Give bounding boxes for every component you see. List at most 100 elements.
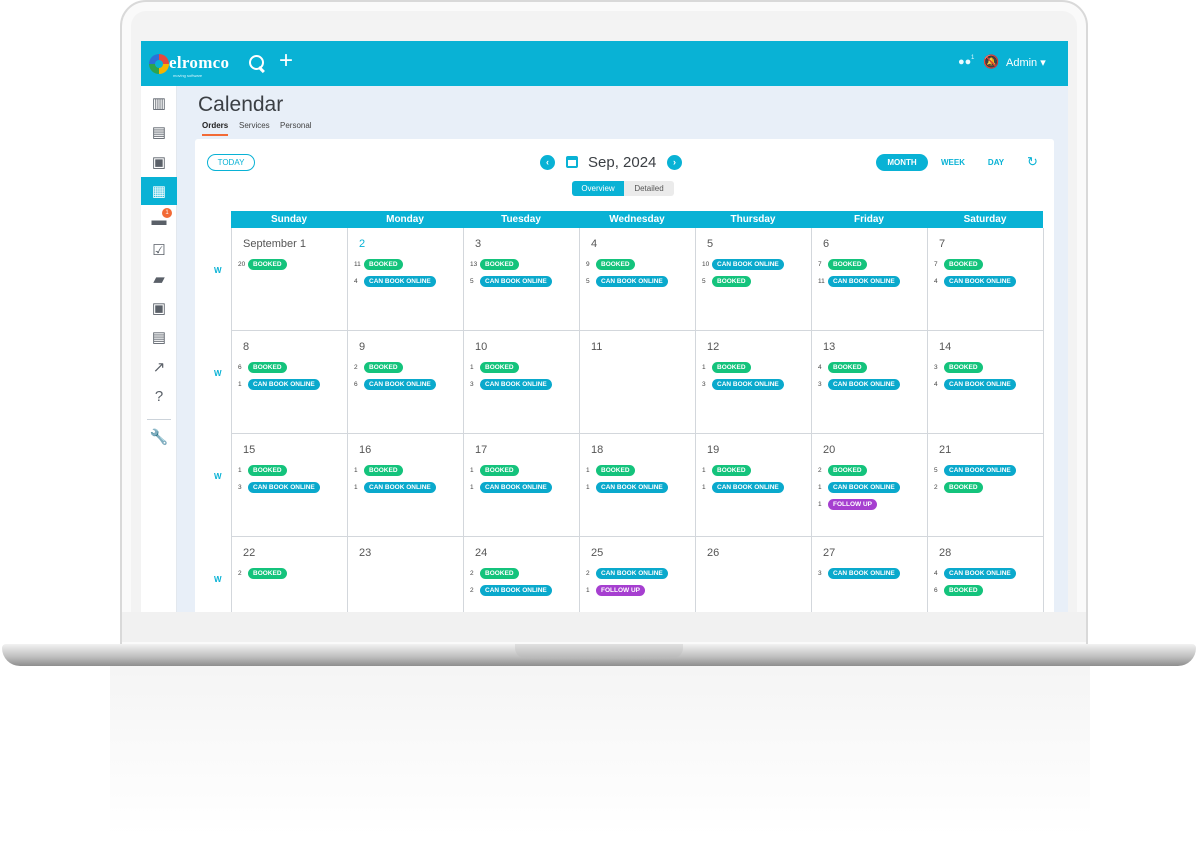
week-view-button[interactable]: WEEK [941,158,965,167]
sidebar-item-wrench[interactable]: 🔧 [141,423,177,451]
day-cell[interactable]: 12 1 BOOKED 3 CAN BOOK ONLINE [696,331,812,434]
can-book-online-badge[interactable]: CAN BOOK ONLINE [480,379,552,390]
day-cell[interactable]: 11 [580,331,696,434]
day-cell[interactable]: 28 4 CAN BOOK ONLINE 6 BOOKED [928,537,1044,612]
bell-off-icon[interactable]: 🔕 [983,54,1000,69]
week-view-link[interactable]: W [214,472,222,481]
search-icon[interactable] [247,53,267,73]
event-row[interactable]: 1 CAN BOOK ONLINE [354,482,436,493]
day-cell[interactable]: 13 4 BOOKED 3 CAN BOOK ONLINE [812,331,928,434]
booked-badge[interactable]: BOOKED [944,362,983,373]
event-row[interactable]: 7 BOOKED [818,259,867,270]
event-row[interactable]: 2 BOOKED [238,568,287,579]
admin-menu[interactable]: Admin ▾ [1006,57,1046,69]
booked-badge[interactable]: BOOKED [828,465,867,476]
event-row[interactable]: 13 BOOKED [470,259,519,270]
can-book-online-badge[interactable]: CAN BOOK ONLINE [944,568,1016,579]
event-row[interactable]: 6 BOOKED [934,585,983,596]
event-row[interactable]: 7 BOOKED [934,259,983,270]
booked-badge[interactable]: BOOKED [480,362,519,373]
calendar-picker-icon[interactable] [566,156,578,168]
booked-badge[interactable]: BOOKED [480,259,519,270]
prev-month-button[interactable]: ‹ [540,155,555,170]
can-book-online-badge[interactable]: CAN BOOK ONLINE [712,259,784,270]
event-row[interactable]: 1 FOLLOW UP [818,499,877,510]
day-cell[interactable]: 3 13 BOOKED 5 CAN BOOK ONLINE [464,228,580,331]
can-book-online-badge[interactable]: CAN BOOK ONLINE [712,482,784,493]
sidebar-item-contacts-folder[interactable]: ▣ [141,148,177,176]
week-view-link[interactable]: W [214,575,222,584]
event-row[interactable]: 11 BOOKED [354,259,403,270]
today-button[interactable]: TODAY [207,154,255,171]
can-book-online-badge[interactable]: CAN BOOK ONLINE [944,379,1016,390]
day-cell[interactable]: 6 7 BOOKED 11 CAN BOOK ONLINE [812,228,928,331]
event-row[interactable]: 2 BOOKED [470,568,519,579]
booked-badge[interactable]: BOOKED [712,276,751,287]
booked-badge[interactable]: BOOKED [480,465,519,476]
can-book-online-badge[interactable]: CAN BOOK ONLINE [828,568,900,579]
event-row[interactable]: 1 BOOKED [702,465,751,476]
tab-personal[interactable]: Personal [280,121,312,130]
day-cell[interactable]: 26 [696,537,812,612]
event-row[interactable]: 1 CAN BOOK ONLINE [586,482,668,493]
day-cell[interactable]: 21 5 CAN BOOK ONLINE 2 BOOKED [928,434,1044,537]
event-row[interactable]: 1 BOOKED [238,465,287,476]
event-row[interactable]: 4 CAN BOOK ONLINE [934,379,1016,390]
event-row[interactable]: 4 CAN BOOK ONLINE [934,276,1016,287]
sidebar-item-chart-bar[interactable]: ▥ [141,89,177,117]
sidebar-item-document[interactable]: ▤ [141,323,177,351]
event-row[interactable]: 4 CAN BOOK ONLINE [934,568,1016,579]
follow-up-badge[interactable]: FOLLOW UP [596,585,645,596]
can-book-online-badge[interactable]: CAN BOOK ONLINE [712,379,784,390]
day-cell[interactable]: 25 2 CAN BOOK ONLINE 1 FOLLOW UP [580,537,696,612]
day-cell[interactable]: 16 1 BOOKED 1 CAN BOOK ONLINE [348,434,464,537]
day-cell[interactable]: 19 1 BOOKED 1 CAN BOOK ONLINE [696,434,812,537]
event-row[interactable]: 10 CAN BOOK ONLINE [702,259,784,270]
can-book-online-badge[interactable]: CAN BOOK ONLINE [248,379,320,390]
sidebar-item-clipboard[interactable]: ▤ [141,118,177,146]
event-row[interactable]: 1 BOOKED [702,362,751,373]
event-row[interactable]: 2 CAN BOOK ONLINE [470,585,552,596]
day-cell[interactable]: 24 2 BOOKED 2 CAN BOOK ONLINE [464,537,580,612]
can-book-online-badge[interactable]: CAN BOOK ONLINE [480,482,552,493]
booked-badge[interactable]: BOOKED [944,259,983,270]
event-row[interactable]: 5 CAN BOOK ONLINE [470,276,552,287]
event-row[interactable]: 2 BOOKED [354,362,403,373]
event-row[interactable]: 5 CAN BOOK ONLINE [586,276,668,287]
can-book-online-badge[interactable]: CAN BOOK ONLINE [596,482,668,493]
day-view-button[interactable]: DAY [987,158,1005,167]
event-row[interactable]: 9 BOOKED [586,259,635,270]
can-book-online-badge[interactable]: CAN BOOK ONLINE [364,482,436,493]
day-cell[interactable]: 20 2 BOOKED 1 CAN BOOK ONLINE 1 FOLLOW UP [812,434,928,537]
day-cell[interactable]: 18 1 BOOKED 1 CAN BOOK ONLINE [580,434,696,537]
booked-badge[interactable]: BOOKED [248,362,287,373]
event-row[interactable]: 6 CAN BOOK ONLINE [354,379,436,390]
event-row[interactable]: 5 CAN BOOK ONLINE [934,465,1016,476]
booked-badge[interactable]: BOOKED [248,568,287,579]
week-view-link[interactable]: W [214,369,222,378]
day-cell[interactable]: 15 1 BOOKED 3 CAN BOOK ONLINE [232,434,348,537]
booked-badge[interactable]: BOOKED [828,362,867,373]
day-cell[interactable]: September 1 20 BOOKED [232,228,348,331]
sidebar-item-calendar[interactable]: ▦ [141,177,177,205]
day-cell[interactable]: 17 1 BOOKED 1 CAN BOOK ONLINE [464,434,580,537]
booked-badge[interactable]: BOOKED [944,482,983,493]
booked-badge[interactable]: BOOKED [248,465,287,476]
can-book-online-badge[interactable]: CAN BOOK ONLINE [828,379,900,390]
event-row[interactable]: 1 FOLLOW UP [586,585,645,596]
event-row[interactable]: 3 CAN BOOK ONLINE [470,379,552,390]
can-book-online-badge[interactable]: CAN BOOK ONLINE [596,568,668,579]
week-view-link[interactable]: W [214,266,222,275]
sidebar-item-trend[interactable]: ↗ [141,353,177,381]
sidebar-item-checkbox[interactable]: ☑ [141,236,177,264]
event-row[interactable]: 2 CAN BOOK ONLINE [586,568,668,579]
day-cell[interactable]: 8 6 BOOKED 1 CAN BOOK ONLINE [232,331,348,434]
refresh-icon[interactable]: ↻ [1027,154,1038,169]
event-row[interactable]: 3 CAN BOOK ONLINE [818,379,900,390]
can-book-online-badge[interactable]: CAN BOOK ONLINE [596,276,668,287]
can-book-online-badge[interactable]: CAN BOOK ONLINE [944,465,1016,476]
day-cell[interactable]: 2 11 BOOKED 4 CAN BOOK ONLINE [348,228,464,331]
logo[interactable]: elromco moving software [149,52,239,78]
can-book-online-badge[interactable]: CAN BOOK ONLINE [828,276,900,287]
can-book-online-badge[interactable]: CAN BOOK ONLINE [364,276,436,287]
